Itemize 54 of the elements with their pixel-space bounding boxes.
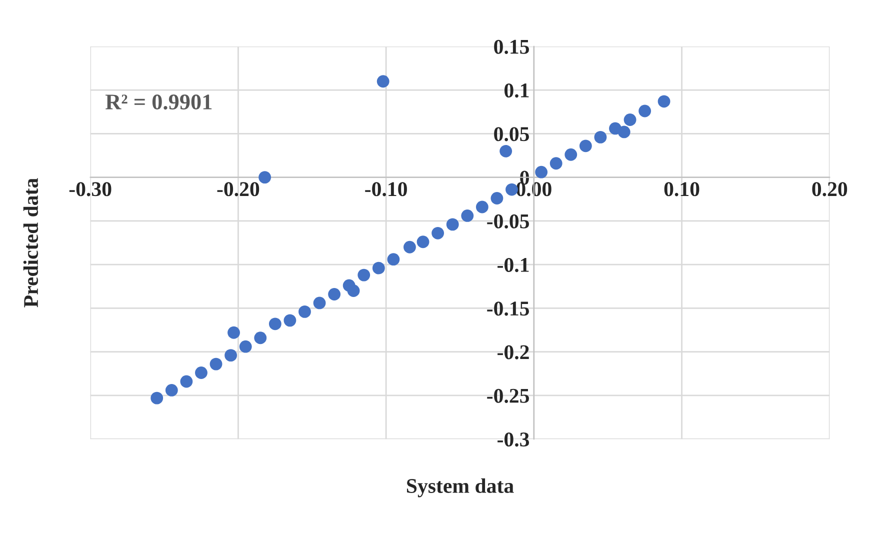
- point: [416, 236, 430, 248]
- x-tick-label: 0.20: [812, 182, 848, 196]
- x-tick-label: 0.10: [664, 182, 700, 196]
- y-tick-label: -0.25: [487, 388, 529, 403]
- point: [284, 314, 296, 327]
- y-tick-label: -0.2: [498, 345, 529, 360]
- point: [579, 140, 592, 152]
- y-tick-label: -0.3: [498, 432, 530, 447]
- point: [224, 349, 238, 362]
- point: [268, 318, 282, 330]
- y-tick-label: 0.1: [504, 83, 529, 98]
- point: [387, 253, 400, 266]
- point: [258, 171, 272, 184]
- y-tick-label: -0.1: [498, 258, 529, 272]
- point: [500, 144, 512, 158]
- point: [594, 130, 607, 144]
- point: [210, 358, 222, 370]
- point: [432, 226, 444, 240]
- point: [372, 262, 385, 274]
- y-axis-title: Predicted data: [23, 178, 38, 308]
- point: [150, 392, 164, 404]
- point: [328, 288, 341, 300]
- point: [461, 210, 474, 222]
- point: [165, 384, 178, 396]
- x-tick-label: -0.30: [69, 182, 112, 196]
- point: [535, 166, 548, 178]
- point: [313, 296, 326, 310]
- point: [228, 326, 240, 339]
- point: [347, 284, 360, 297]
- y-tick-label: -0.15: [487, 302, 529, 316]
- x-tick-label: -0.10: [365, 182, 407, 196]
- point: [624, 114, 636, 126]
- point: [195, 366, 208, 379]
- point: [638, 104, 652, 118]
- point: [490, 192, 504, 204]
- x-tick-label: -0.20: [217, 182, 260, 196]
- y-tick-label: 0.15: [494, 40, 529, 54]
- point: [358, 268, 370, 282]
- point: [254, 332, 267, 344]
- point: [376, 75, 390, 88]
- point: [180, 375, 193, 388]
- point: [658, 95, 670, 108]
- point: [476, 200, 488, 214]
- x-axis-title: System data: [406, 478, 514, 498]
- point: [618, 126, 630, 138]
- point: [564, 148, 578, 161]
- y-tick-label: 0.05: [494, 127, 529, 142]
- point: [404, 240, 416, 254]
- point: [239, 340, 252, 353]
- y-tick-label: -0.05: [487, 214, 529, 228]
- annotation: R² = 0.9901: [105, 94, 212, 110]
- point: [446, 218, 459, 231]
- point: [298, 305, 311, 318]
- point: [550, 157, 562, 170]
